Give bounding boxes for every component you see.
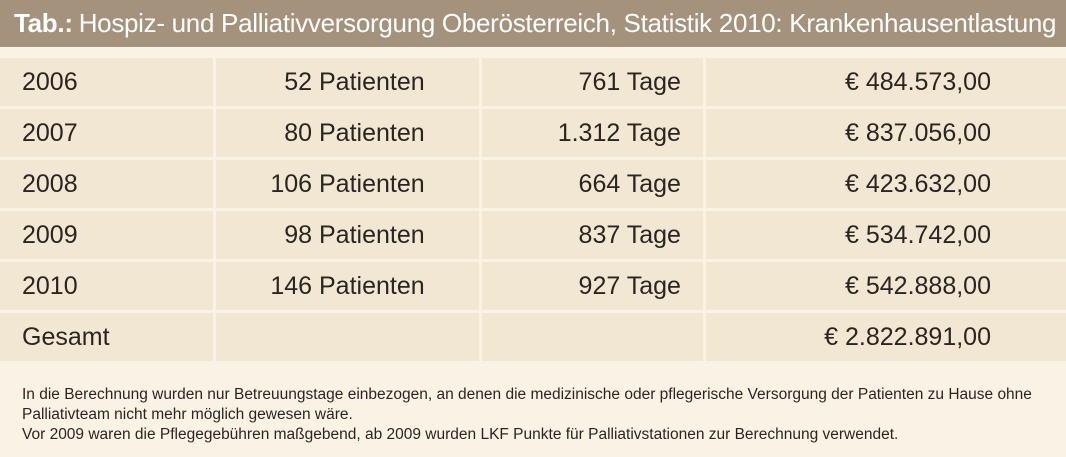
table-row: 2006 52 Patienten 761 Tage € 484.573,00 — [0, 58, 1066, 106]
cost-cell: € 484.573,00 — [705, 58, 1066, 106]
year-cell: 2007 — [0, 109, 214, 157]
patients-cell — [216, 313, 479, 361]
footnote-line: Vor 2009 waren die Pflegegebühren maßgeb… — [22, 426, 899, 443]
patients-cell: 80 Patienten — [216, 109, 479, 157]
cost-cell: € 423.632,00 — [705, 160, 1066, 208]
patients-cell: 52 Patienten — [216, 58, 479, 106]
year-cell: 2008 — [0, 160, 214, 208]
footnote: In die Berechnung wurden nur Betreuungst… — [22, 385, 1042, 445]
table-row: 2009 98 Patienten 837 Tage € 534.742,00 — [0, 211, 1066, 259]
patients-cell: 106 Patienten — [216, 160, 479, 208]
footnote-line: In die Berechnung wurden nur Betreuungst… — [22, 386, 1032, 423]
days-cell: 1.312 Tage — [481, 109, 703, 157]
total-label-cell: Gesamt — [0, 313, 214, 361]
table-title-bar: Tab.: Hospiz- und Palliativversorgung Ob… — [0, 0, 1066, 47]
patients-cell: 98 Patienten — [216, 211, 479, 259]
days-cell: 761 Tage — [481, 58, 703, 106]
table-total-row: Gesamt € 2.822.891,00 — [0, 313, 1066, 361]
days-cell: 664 Tage — [481, 160, 703, 208]
days-cell: 927 Tage — [481, 262, 703, 310]
total-cost-cell: € 2.822.891,00 — [705, 313, 1066, 361]
days-cell — [481, 313, 703, 361]
cost-cell: € 534.742,00 — [705, 211, 1066, 259]
table-title: Hospiz- und Palliativversorgung Oberöste… — [78, 8, 1057, 38]
table-title-prefix: Tab.: — [14, 8, 73, 38]
statistics-table: 2006 52 Patienten 761 Tage € 484.573,00 … — [0, 58, 1066, 364]
year-cell: 2009 — [0, 211, 214, 259]
cost-cell: € 837.056,00 — [705, 109, 1066, 157]
year-cell: 2010 — [0, 262, 214, 310]
patients-cell: 146 Patienten — [216, 262, 479, 310]
year-cell: 2006 — [0, 58, 214, 106]
table-row: 2008 106 Patienten 664 Tage € 423.632,00 — [0, 160, 1066, 208]
table-row: 2007 80 Patienten 1.312 Tage € 837.056,0… — [0, 109, 1066, 157]
table-row: 2010 146 Patienten 927 Tage € 542.888,00 — [0, 262, 1066, 310]
days-cell: 837 Tage — [481, 211, 703, 259]
cost-cell: € 542.888,00 — [705, 262, 1066, 310]
